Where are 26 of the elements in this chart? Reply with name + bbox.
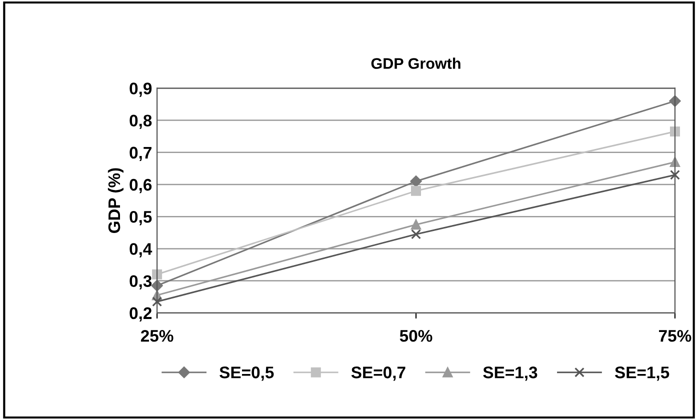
legend-label: SE=1,3 [483,366,538,381]
y-tick-label: 0,7 [130,146,152,162]
y-tick-label: 0,9 [130,82,152,97]
point [411,229,422,240]
y-tick-label: 0,3 [130,275,152,290]
y-tick-label: 0,2 [130,307,152,322]
point [669,95,681,107]
y-tick-label: 0,8 [130,114,152,129]
point [411,220,422,230]
y-tick-label: 0,4 [130,243,152,258]
x-tick-label: 25% [140,330,174,342]
legend-label: SE=0,7 [351,366,406,381]
legend-label: SE=1,5 [614,366,670,381]
y-axis-title: GDP (%) [108,168,124,234]
point [152,296,162,307]
x-tick-label: 75% [659,330,692,342]
point [411,186,422,196]
legend-label: SE=0,5 [220,366,274,381]
point [152,269,162,280]
point [670,126,680,137]
point [670,170,680,180]
point [410,176,422,188]
x-tick-label: 50% [400,330,432,342]
y-tick-label: 0,6 [130,178,152,194]
y-tick-label: 0,5 [130,211,152,226]
chart-title: GDP Growth [371,58,460,69]
